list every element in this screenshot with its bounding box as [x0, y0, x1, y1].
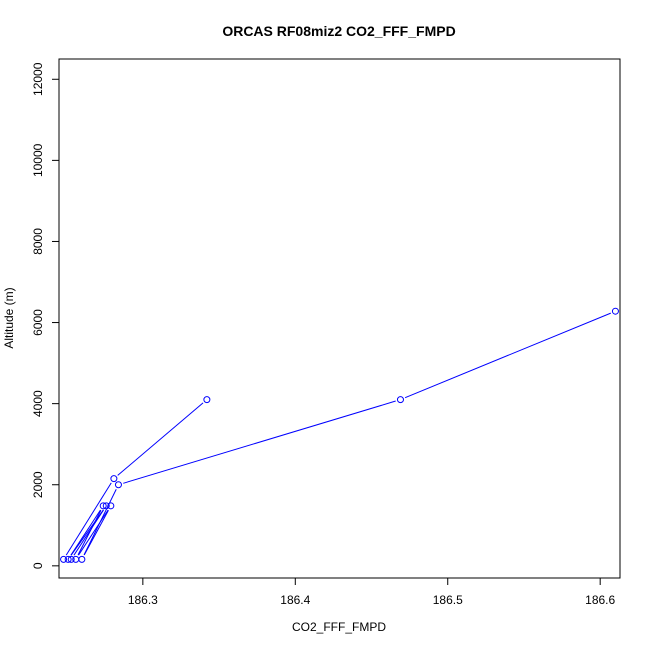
data-point — [67, 555, 75, 563]
series-layer — [60, 307, 619, 563]
x-axis: 186.3 186.4 186.5 186.6 — [128, 577, 616, 607]
y-tick-label: 10000 — [31, 143, 45, 177]
data-point — [64, 555, 72, 563]
y-tick-label: 2000 — [31, 471, 45, 498]
data-point — [611, 307, 619, 315]
series-segment — [123, 400, 396, 484]
data-point — [110, 475, 118, 483]
x-axis-label: CO2_FFF_FMPD — [292, 620, 386, 634]
x-tick-label: 186.5 — [433, 593, 463, 607]
data-point — [99, 502, 107, 510]
series-segment — [83, 509, 109, 556]
series-segment — [83, 489, 117, 556]
y-tick-label: 12000 — [31, 62, 45, 96]
y-tick-label: 8000 — [31, 228, 45, 255]
data-point — [114, 481, 122, 489]
series-segment — [77, 510, 102, 556]
y-tick-label: 6000 — [31, 309, 45, 336]
series-segment — [70, 509, 104, 556]
series-segment — [78, 509, 109, 556]
series-segment — [70, 509, 101, 556]
data-point — [396, 396, 404, 404]
series-segment — [404, 312, 611, 399]
series-segment — [65, 482, 112, 556]
y-axis: 0 2000 4000 6000 8000 10000 12000 — [31, 62, 60, 569]
series-segment — [73, 509, 104, 556]
x-tick-label: 186.6 — [585, 593, 615, 607]
y-tick-label: 4000 — [31, 390, 45, 417]
y-tick-label: 0 — [31, 562, 45, 569]
x-tick-label: 186.4 — [280, 593, 310, 607]
data-point — [78, 555, 86, 563]
data-point — [203, 396, 211, 404]
x-tick-label: 186.3 — [128, 593, 158, 607]
series-segment — [117, 402, 204, 476]
chart-title: ORCAS RF08miz2 CO2_FFF_FMPD — [222, 23, 455, 39]
data-point — [102, 502, 110, 510]
data-point — [60, 555, 68, 563]
data-point — [107, 502, 115, 510]
y-axis-label: Altitude (m) — [2, 287, 16, 348]
